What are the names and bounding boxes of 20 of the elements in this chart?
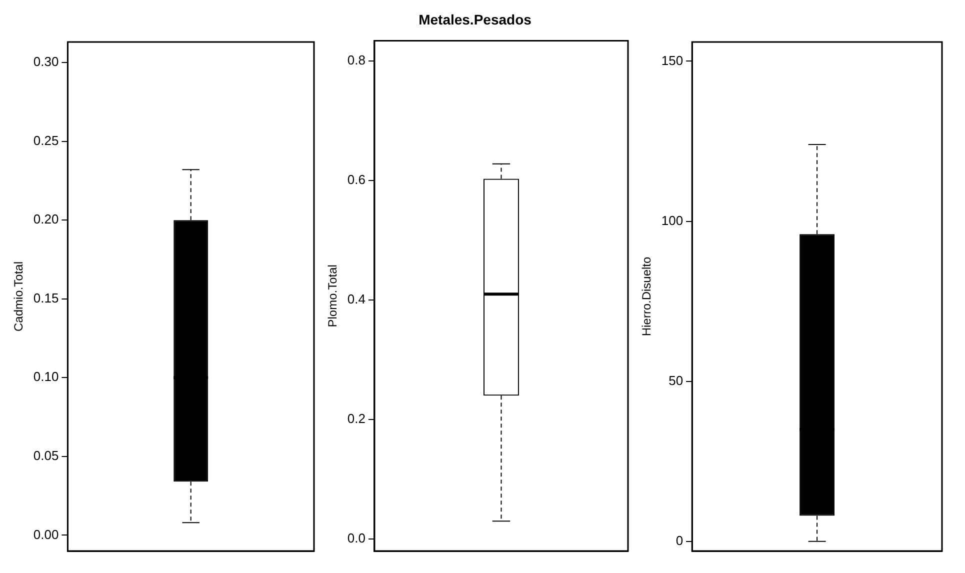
y-tick-label: 100 xyxy=(661,212,684,228)
y-tick-label: 0.2 xyxy=(347,411,366,426)
y-tick-label: 0.05 xyxy=(33,448,59,464)
y-axis-title: Plomo.Total xyxy=(326,264,340,328)
y-tick-label: 50 xyxy=(668,372,684,388)
y-tick-label: 0.10 xyxy=(33,369,59,384)
y-axis-title: Cadmio.Total xyxy=(12,261,26,332)
y-tick-label: 0.15 xyxy=(33,290,59,306)
y-tick-label: 0 xyxy=(676,532,684,548)
y-tick-label: 0.20 xyxy=(33,212,59,227)
y-tick-label: 0.8 xyxy=(347,52,366,68)
y-tick-label: 0.00 xyxy=(33,526,59,542)
chart-title: Metales.Pesados xyxy=(418,11,532,28)
y-tick-label: 0.6 xyxy=(347,172,366,188)
y-tick-label: 0.25 xyxy=(33,132,59,148)
y-axis-title: Hierro.Disuelto xyxy=(640,256,654,336)
y-tick-label: 0.0 xyxy=(347,530,366,546)
y-tick-label: 0.30 xyxy=(33,54,59,70)
y-tick-label: 0.4 xyxy=(347,292,366,307)
y-tick-label: 150 xyxy=(661,52,684,68)
